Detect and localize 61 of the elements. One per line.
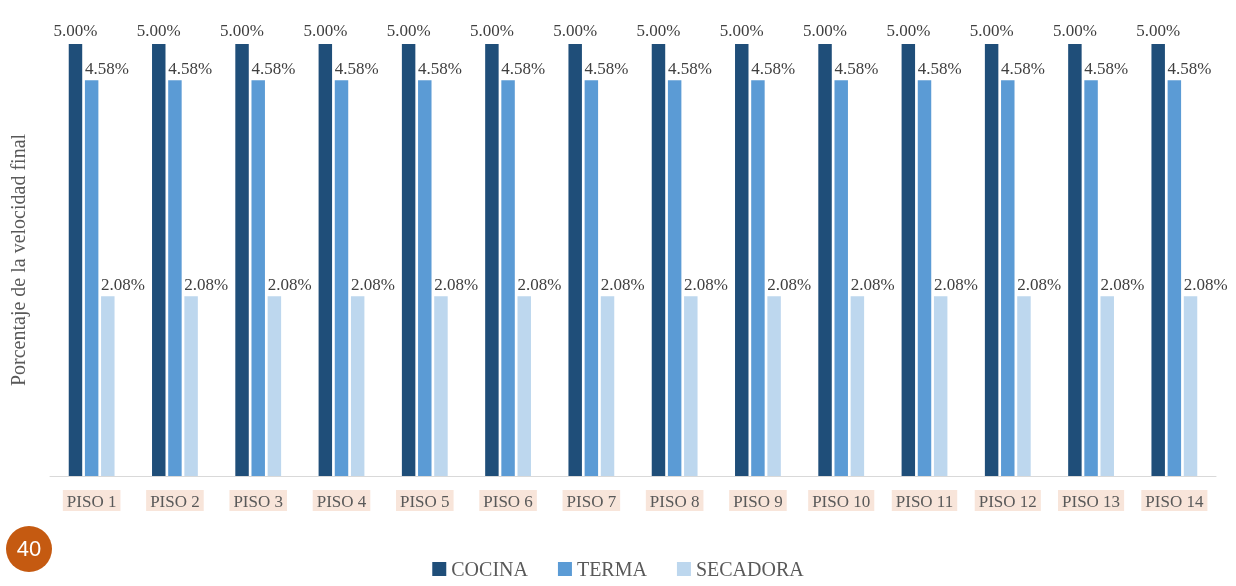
data-label: 2.08% [1100, 275, 1145, 295]
data-label: 2.08% [184, 275, 229, 295]
data-label: 4.58% [84, 59, 129, 79]
x-tick-label: PISO 2 [150, 492, 200, 511]
data-label: 2.08% [600, 275, 645, 295]
data-label: 4.58% [667, 59, 712, 79]
data-label: 4.58% [168, 59, 213, 79]
x-tick-label: PISO 7 [566, 492, 617, 511]
data-label: 4.58% [418, 59, 462, 79]
data-label: 2.08% [101, 275, 145, 295]
legend-label: TERMA [576, 558, 648, 580]
data-label: 5.00% [386, 21, 431, 40]
number-badge: 40 [6, 526, 52, 572]
data-label: 2.08% [1017, 275, 1062, 295]
data-label: 5.00% [969, 21, 1014, 40]
x-tick-label: PISO 8 [649, 492, 700, 511]
x-tick-label: PISO 5 [399, 492, 450, 511]
x-tick-label: PISO 13 [1062, 492, 1121, 511]
data-label: 5.00% [220, 21, 265, 40]
data-label: 2.08% [767, 275, 812, 295]
data-label: 4.58% [751, 59, 796, 79]
data-label: 5.00% [136, 21, 181, 40]
x-tick-label: PISO 6 [483, 492, 533, 511]
data-label: 4.58% [501, 59, 546, 79]
data-label: 4.58% [1167, 59, 1212, 79]
data-label: 5.00% [553, 21, 598, 40]
data-label: 5.00% [469, 21, 514, 40]
data-label: 4.58% [334, 59, 379, 79]
data-label: 4.58% [917, 59, 962, 79]
legend-label: SECADORA [695, 558, 805, 580]
data-label: 5.00% [803, 21, 848, 40]
y-axis-title: Porcentaje de la velocidad final [7, 133, 30, 387]
data-label: 2.08% [267, 275, 312, 295]
x-tick-label: PISO 10 [812, 492, 871, 511]
data-label: 2.08% [350, 275, 395, 295]
data-label: 4.58% [1084, 59, 1129, 79]
data-label: 5.00% [886, 21, 931, 40]
data-label: 2.08% [850, 275, 895, 295]
x-tick-label: PISO 14 [1145, 492, 1204, 511]
data-label: 2.08% [933, 275, 978, 295]
data-label: 5.00% [53, 21, 98, 40]
data-label: 2.08% [517, 275, 562, 295]
data-label: 5.00% [1136, 21, 1181, 40]
data-label: 5.00% [303, 21, 348, 40]
data-label: 2.08% [1183, 275, 1228, 295]
x-tick-label: PISO 4 [316, 492, 367, 511]
data-label: 4.58% [1001, 59, 1045, 79]
x-tick-label: PISO 12 [978, 492, 1037, 511]
x-tick-label: PISO 11 [895, 492, 954, 511]
data-label: 5.00% [1052, 21, 1097, 40]
data-label: 2.08% [684, 275, 728, 295]
x-tick-label: PISO 3 [233, 492, 284, 511]
x-tick-label: PISO 1 [66, 492, 117, 511]
data-label: 2.08% [434, 275, 479, 295]
data-label: 5.00% [636, 21, 681, 40]
x-tick-label: PISO 9 [733, 492, 783, 511]
data-label: 5.00% [719, 21, 764, 40]
data-label: 4.58% [834, 59, 879, 79]
data-label: 4.58% [251, 59, 296, 79]
data-label: 4.58% [584, 59, 629, 79]
legend-label: COCINA [451, 558, 529, 580]
